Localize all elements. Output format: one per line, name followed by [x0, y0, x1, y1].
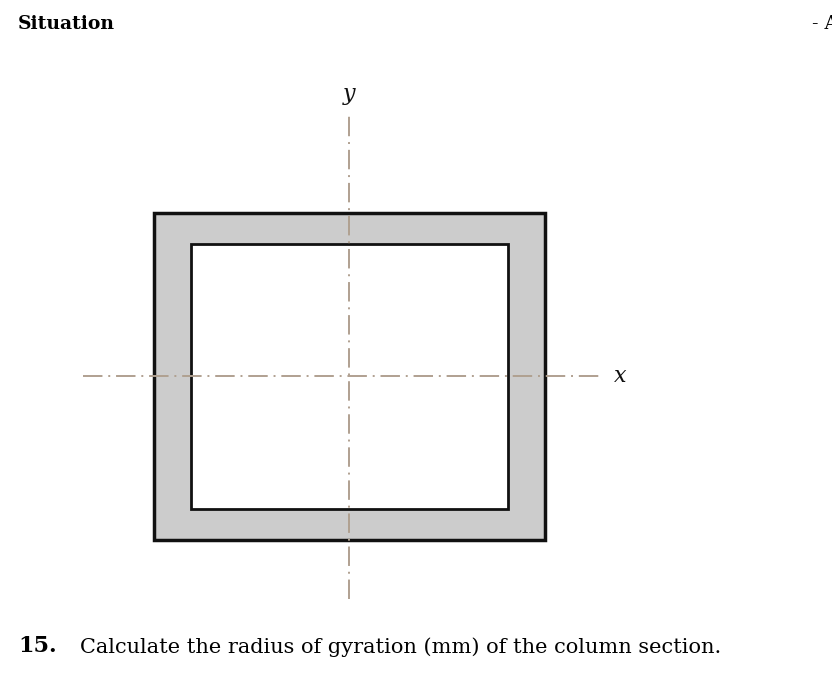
Text: Calculate the radius of gyration (mm) of the column section.: Calculate the radius of gyration (mm) of…: [81, 637, 721, 657]
Bar: [191, 244, 508, 509]
Text: 15.: 15.: [18, 635, 57, 657]
Text: x: x: [614, 365, 626, 388]
Text: Situation: Situation: [18, 15, 115, 33]
Text: y: y: [343, 82, 356, 105]
Text: - A square tubular section having an outside
        dimension of 450 mm and 16 : - A square tubular section having an out…: [806, 15, 832, 75]
Bar: [154, 213, 545, 540]
